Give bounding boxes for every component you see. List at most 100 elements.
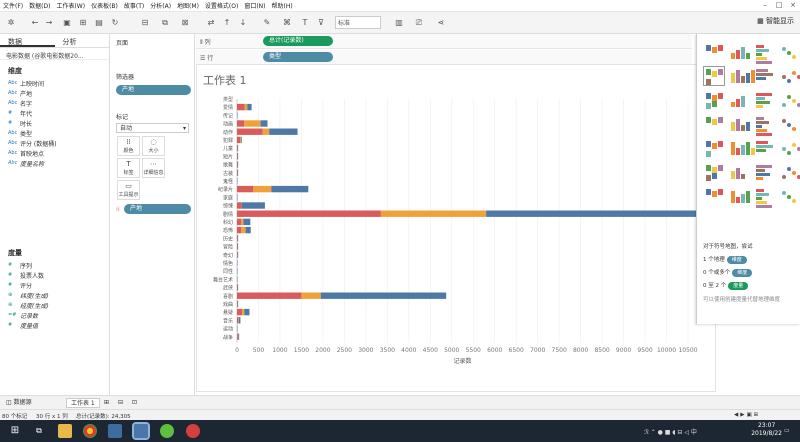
pause-updates-icon[interactable]: ▤ [95, 18, 103, 27]
bar-segment[interactable] [237, 103, 245, 111]
chart-type-thumbnail[interactable] [753, 42, 775, 64]
chart-type-thumbnail[interactable] [753, 162, 775, 182]
field-item[interactable]: Abc 类型 [0, 128, 109, 138]
tab-sheet-1[interactable]: 工作表 1 [66, 398, 100, 408]
chart-type-thumbnail[interactable] [753, 90, 775, 110]
bar-segment[interactable] [237, 144, 238, 152]
tab-datasource[interactable]: ◫ 数据源 [6, 399, 32, 406]
bar-segment[interactable] [245, 226, 251, 234]
bar-segment[interactable] [237, 325, 238, 332]
bar-segment[interactable] [247, 103, 252, 111]
share-icon[interactable]: ⋖ [437, 18, 445, 27]
menu-item[interactable]: 数据(D) [29, 3, 51, 10]
mark-button[interactable]: ⋯ 详细信息 [142, 158, 165, 178]
chart-type-thumbnail[interactable] [753, 66, 775, 86]
bar-segment[interactable] [301, 292, 321, 299]
bar-segment[interactable] [237, 161, 239, 168]
bar-segment[interactable] [237, 235, 239, 242]
chart-type-thumbnail[interactable] [703, 138, 725, 158]
chrome-icon[interactable] [83, 424, 97, 438]
field-item[interactable]: # 度量值 [0, 320, 109, 330]
chart-type-thumbnail[interactable] [728, 42, 750, 62]
chart-type-thumbnail[interactable] [778, 114, 800, 134]
bar-segment[interactable] [237, 153, 238, 160]
bar-segment[interactable] [237, 177, 238, 185]
bar-segment[interactable] [380, 210, 487, 217]
bar-segment[interactable] [260, 120, 268, 127]
field-item[interactable]: # 年代 [0, 108, 109, 118]
task-view-icon[interactable]: ⧉ [36, 426, 42, 435]
bar-segment[interactable] [242, 308, 245, 316]
chart-type-thumbnail[interactable] [753, 114, 775, 136]
bar-segment[interactable] [241, 226, 246, 234]
sort-desc-icon[interactable]: ↓ [239, 18, 247, 27]
chart-type-thumbnail[interactable] [728, 66, 755, 86]
chart-type-thumbnail[interactable] [703, 162, 725, 182]
chart-type-thumbnail[interactable] [728, 138, 755, 158]
chart-type-thumbnail[interactable] [778, 42, 800, 62]
close-icon[interactable]: × [790, 1, 796, 9]
chart-type-thumbnail[interactable] [728, 186, 750, 206]
mark-button[interactable]: ⁞⁞ 颜色 [117, 136, 140, 156]
chart-type-thumbnail[interactable] [753, 186, 775, 208]
bar-segment[interactable] [241, 202, 265, 209]
save-icon[interactable]: ▣ [63, 18, 71, 27]
chart-type-thumbnail[interactable] [703, 90, 725, 110]
clear-sheet-icon[interactable]: ⊠ [181, 18, 189, 27]
chart-type-thumbnail[interactable] [778, 162, 800, 182]
bar-segment[interactable] [271, 185, 309, 193]
redo-icon[interactable]: → [45, 18, 53, 27]
bar-segment[interactable] [240, 136, 242, 144]
group-icon[interactable]: ⌘ [283, 18, 291, 27]
tableau-logo-icon[interactable]: ✲ [7, 18, 15, 27]
new-datasource-icon[interactable]: ⊞ [79, 18, 87, 27]
bar-segment[interactable] [237, 226, 242, 234]
bar-segment[interactable] [237, 284, 238, 291]
bar-segment[interactable] [237, 259, 238, 267]
chart-type-thumbnail[interactable] [703, 66, 725, 86]
field-item[interactable]: # 序列 [0, 260, 109, 270]
bar-segment[interactable] [237, 317, 239, 324]
columns-shelf[interactable]: ⦀ 列 总计(记录数) [196, 34, 692, 49]
mark-type-select[interactable]: 自动 ▾ [116, 123, 189, 133]
chart-type-thumbnail[interactable] [778, 186, 800, 206]
chart-type-thumbnail[interactable] [753, 138, 775, 158]
bar-segment[interactable] [486, 210, 697, 217]
bar-segment[interactable] [238, 333, 240, 340]
menu-item[interactable]: 分析(A) [150, 3, 172, 10]
bar-segment[interactable] [237, 185, 254, 193]
bar-segment[interactable] [237, 120, 245, 127]
show-cards-icon[interactable]: ▥ [395, 18, 403, 27]
field-item[interactable]: ⊕ 纬度(生成) [0, 290, 109, 300]
chart-type-thumbnail[interactable] [703, 186, 725, 206]
refresh-icon[interactable]: ↻ [111, 18, 119, 27]
wechat-icon[interactable] [160, 424, 174, 438]
menu-item[interactable]: 帮助(H) [271, 3, 293, 10]
bar-segment[interactable] [320, 292, 447, 299]
menu-item[interactable]: 文件(F) [3, 3, 24, 10]
presentation-icon[interactable]: ⎚ [415, 18, 423, 27]
bar-segment[interactable] [237, 243, 238, 250]
windows-start-icon[interactable]: ⊞ [10, 425, 20, 436]
field-item[interactable]: Abc 首映地点 [0, 148, 109, 158]
datasource-item[interactable]: 电影数据 (谷歌电影数据20... [0, 48, 109, 60]
undo-icon[interactable]: ← [31, 18, 39, 27]
bar-segment[interactable] [237, 243, 239, 250]
field-item[interactable]: Abc 名字 [0, 98, 109, 108]
app-icon[interactable] [108, 424, 122, 438]
duplicate-sheet-icon[interactable]: ⧉ [162, 18, 168, 27]
field-item[interactable]: # 投票人数 [0, 270, 109, 280]
smart-show-button[interactable]: ▦ 智能显示 [757, 17, 794, 25]
bar-segment[interactable] [237, 169, 239, 176]
fix-axes-icon[interactable]: ⊽ [318, 18, 324, 27]
bar-segment[interactable] [237, 251, 239, 258]
field-item[interactable]: # 时长 [0, 118, 109, 128]
bar-segment[interactable] [244, 103, 248, 111]
minimize-icon[interactable]: – [763, 1, 767, 9]
bar-segment[interactable] [237, 308, 243, 316]
maximize-icon[interactable]: □ [775, 1, 783, 9]
tab-analysis[interactable]: 分析 [62, 38, 77, 46]
chart-type-thumbnail[interactable] [728, 162, 750, 182]
bar-segment[interactable] [237, 169, 238, 176]
bar-segment[interactable] [237, 300, 239, 308]
